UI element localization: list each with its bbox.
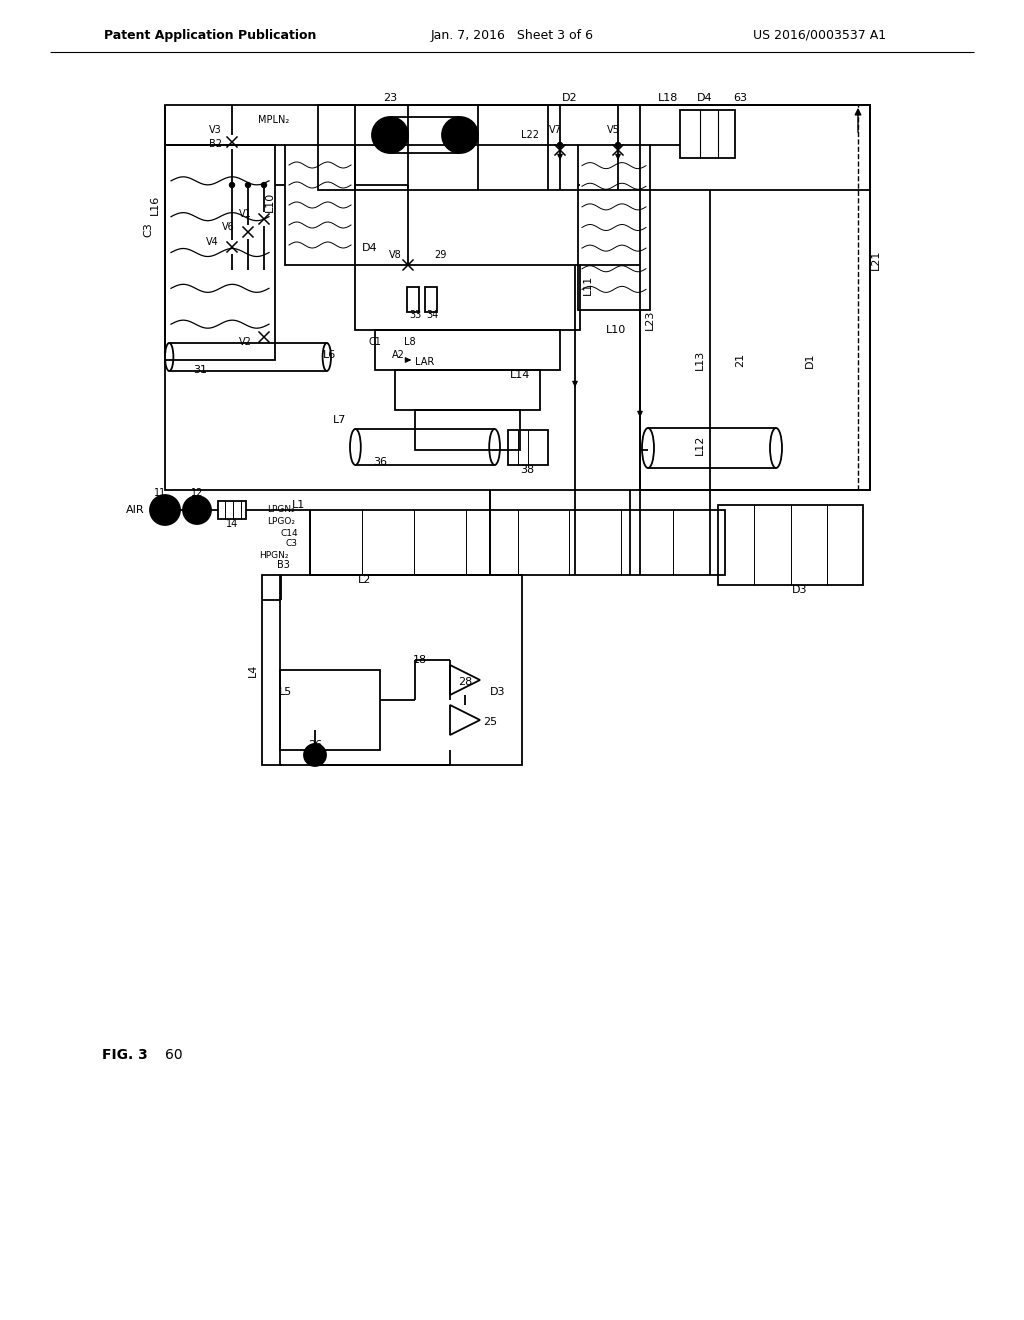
Bar [262,576,522,766]
Circle shape [246,182,251,187]
Text: C14: C14 [281,528,298,537]
Text: L14: L14 [510,370,530,380]
Text: AIR: AIR [126,506,144,515]
Text: L4: L4 [248,664,258,677]
Text: V8: V8 [389,249,401,260]
Text: L1: L1 [292,500,305,510]
Bar [318,106,870,190]
Text: (: ( [162,503,168,517]
Text: D3: D3 [490,686,506,697]
Circle shape [150,495,180,525]
Text: D3: D3 [793,585,808,595]
Text: 18: 18 [413,655,427,665]
Text: 60: 60 [165,1048,182,1063]
Polygon shape [450,665,480,696]
Text: 26: 26 [308,741,323,750]
Text: L13: L13 [695,350,705,370]
Text: LAR: LAR [416,356,434,367]
Text: V1: V1 [240,209,252,219]
Text: L11: L11 [583,275,593,296]
Text: Patent Application Publication: Patent Application Publication [103,29,316,41]
Bar [718,506,863,585]
Circle shape [442,117,478,153]
Text: V7: V7 [549,125,561,135]
Text: V4: V4 [206,238,219,247]
Bar [375,330,560,370]
Text: 38: 38 [520,465,535,475]
Text: V3: V3 [209,125,222,135]
Text: L21: L21 [871,249,881,271]
Bar [680,110,735,158]
Text: D2: D2 [562,92,578,103]
Bar [407,286,419,312]
Bar [508,430,548,465]
Text: 14: 14 [226,519,239,529]
Bar [285,145,355,265]
Text: L12: L12 [695,434,705,455]
Text: L18: L18 [657,92,678,103]
Text: 33: 33 [409,310,421,319]
Text: L7: L7 [334,414,347,425]
Text: 25: 25 [483,717,497,727]
Text: B2: B2 [209,139,222,149]
Text: L22: L22 [521,129,539,140]
Text: C1: C1 [369,337,381,347]
Bar [310,510,725,576]
Bar [640,106,870,490]
Bar [578,145,650,310]
Text: A2: A2 [391,350,404,360]
Text: 28: 28 [458,677,472,686]
Text: L2: L2 [358,576,372,585]
Text: L6: L6 [324,350,337,360]
Text: D4: D4 [362,243,378,253]
Polygon shape [450,705,480,735]
Bar [425,286,437,312]
Bar [355,265,580,330]
Circle shape [372,117,408,153]
Text: 34: 34 [426,310,438,319]
Circle shape [304,744,326,766]
Text: 21: 21 [735,352,745,367]
Bar [165,145,275,360]
Text: L16: L16 [150,195,160,215]
Text: 63: 63 [733,92,746,103]
Text: MPLN₂: MPLN₂ [258,115,289,125]
Text: 12: 12 [190,488,203,498]
Text: C3: C3 [143,223,153,238]
Text: LPGN₂: LPGN₂ [267,506,295,515]
Text: D4: D4 [697,92,713,103]
Circle shape [557,143,562,148]
Text: B3: B3 [278,560,290,570]
Text: V6: V6 [222,222,234,232]
Text: L10: L10 [265,191,275,213]
Text: D1: D1 [805,352,815,368]
Bar [218,502,246,519]
Bar [415,411,520,450]
Text: LPGO₂: LPGO₂ [267,517,295,527]
Text: Jan. 7, 2016   Sheet 3 of 6: Jan. 7, 2016 Sheet 3 of 6 [430,29,594,41]
Text: V2: V2 [240,337,252,347]
Text: FIG. 3: FIG. 3 [102,1048,147,1063]
Text: 31: 31 [193,366,207,375]
Text: 11: 11 [154,488,166,498]
Text: HPGN₂: HPGN₂ [259,550,289,560]
Text: V5: V5 [606,125,620,135]
Text: 23: 23 [383,92,397,103]
Text: 36: 36 [373,457,387,467]
Text: C3: C3 [285,540,297,549]
Circle shape [183,496,211,524]
Bar [280,671,380,750]
Circle shape [615,143,621,148]
Bar [165,106,870,490]
Text: L8: L8 [404,337,416,347]
Text: L5: L5 [279,686,292,697]
Text: 29: 29 [434,249,446,260]
Bar [395,370,540,411]
Text: US 2016/0003537 A1: US 2016/0003537 A1 [754,29,887,41]
Circle shape [261,182,266,187]
Text: L23: L23 [645,310,655,330]
Text: L10: L10 [606,325,626,335]
Circle shape [229,182,234,187]
